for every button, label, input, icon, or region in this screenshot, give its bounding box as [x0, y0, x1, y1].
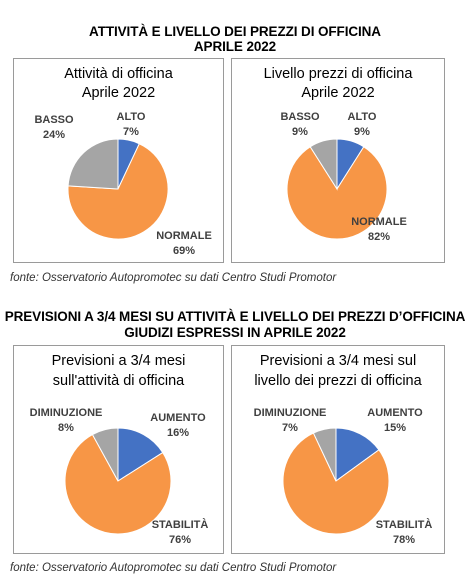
slice-label-value: 76% [169, 534, 191, 546]
slice-label-name: BASSO [34, 114, 74, 126]
slice-label-name: STABILITÀ [376, 518, 433, 531]
chart-title-line1: Previsioni a 3/4 mesi [51, 353, 186, 369]
pie-slice-stabilit [64, 433, 172, 535]
chart-title-line2: Aprile 2022 [301, 85, 375, 101]
slice-label-value: 24% [43, 129, 65, 141]
pie-slice-aumento [117, 427, 164, 482]
chart-title-line2: Aprile 2022 [81, 85, 156, 101]
pie-slice-stabilit [282, 432, 390, 535]
pie-slice-diminuzione [91, 427, 119, 482]
section1-title-line2: APRILE 2022 [193, 39, 277, 54]
chart-panel-attivita: Attività di officina Aprile 2022 ALTO 7% N… [13, 58, 224, 263]
slice-label-name: ALTO [348, 111, 377, 123]
section1-title-line1: ATTIVITÀ E LIVELLO DEI PREZZI DI OFFICIN… [89, 24, 381, 39]
slice-label-value: 16% [167, 427, 189, 439]
slice-label-name: AUMENTO [367, 407, 423, 419]
pie-chart-previsioni-attivita: AUMENTO 16% STABILITÀ 76% DIMINUZIONE 8% [30, 407, 209, 546]
pie-slice-normale [67, 143, 169, 240]
pie-slice-aumento [335, 427, 380, 482]
pie-slice-basso [309, 138, 338, 191]
slice-label-name: BASSO [280, 111, 320, 123]
slice-label-value: 69% [173, 245, 195, 257]
section2-title-line1: PREVISIONI A 3/4 MESI SU ATTIVITÀ E LIVE… [4, 309, 466, 324]
chart-panel-previsioni-prezzi: Previsioni a 3/4 mesi sul livello dei pr… [231, 345, 445, 554]
chart-title-line1: Previsioni a 3/4 mesi sul [259, 353, 417, 369]
slice-label-name: AUMENTO [150, 412, 206, 424]
slice-label-value: 7% [123, 126, 139, 138]
pie-slice-normale [286, 146, 388, 240]
source-note: fonte: Osservatorio Autopromotec su dati… [10, 562, 337, 574]
slice-label-name: NORMALE [156, 230, 212, 242]
slice-label-value: 15% [384, 422, 406, 434]
slice-label-value: 8% [58, 422, 74, 434]
chart-title-line1: Attività di officina [64, 66, 173, 82]
slice-label-name: ALTO [117, 111, 146, 123]
section2-title-line2: GIUDIZI ESPRESSI IN APRILE 2022 [124, 325, 346, 340]
source-note: fonte: Osservatorio Autopromotec su dati… [10, 272, 337, 284]
pie-chart-prezzi: ALTO 9% NORMALE 82% BASSO 9% [280, 111, 407, 243]
pie-chart-attivita: ALTO 7% NORMALE 69% BASSO 24% [34, 111, 212, 257]
slice-label-name: STABILITÀ [152, 518, 209, 531]
slice-label-value: 78% [393, 534, 415, 546]
chart-panel-previsioni-attivita: Previsioni a 3/4 mesi sull'attività di o… [13, 345, 224, 554]
slice-label-value: 82% [368, 231, 390, 243]
slice-label-value: 9% [354, 126, 370, 138]
chart-title-line2: sull'attività di officina [52, 373, 185, 389]
slice-label-name: NORMALE [351, 216, 407, 228]
chart-panel-prezzi: Livello prezzi di officina Aprile 2022 A… [231, 58, 445, 263]
chart-title-line2: livello dei prezzi di officina [254, 373, 422, 389]
pie-slice-diminuzione [312, 427, 337, 482]
pie-chart-previsioni-prezzi: AUMENTO 15% STABILITÀ 78% DIMINUZIONE 7% [254, 407, 433, 546]
chart-title-line1: Livello prezzi di officina [263, 66, 413, 82]
pie-slice-basso [67, 138, 119, 190]
slice-label-name: DIMINUZIONE [254, 407, 327, 419]
slice-label-value: 7% [282, 422, 298, 434]
slice-label-value: 9% [292, 126, 308, 138]
slice-label-name: DIMINUZIONE [30, 407, 103, 419]
